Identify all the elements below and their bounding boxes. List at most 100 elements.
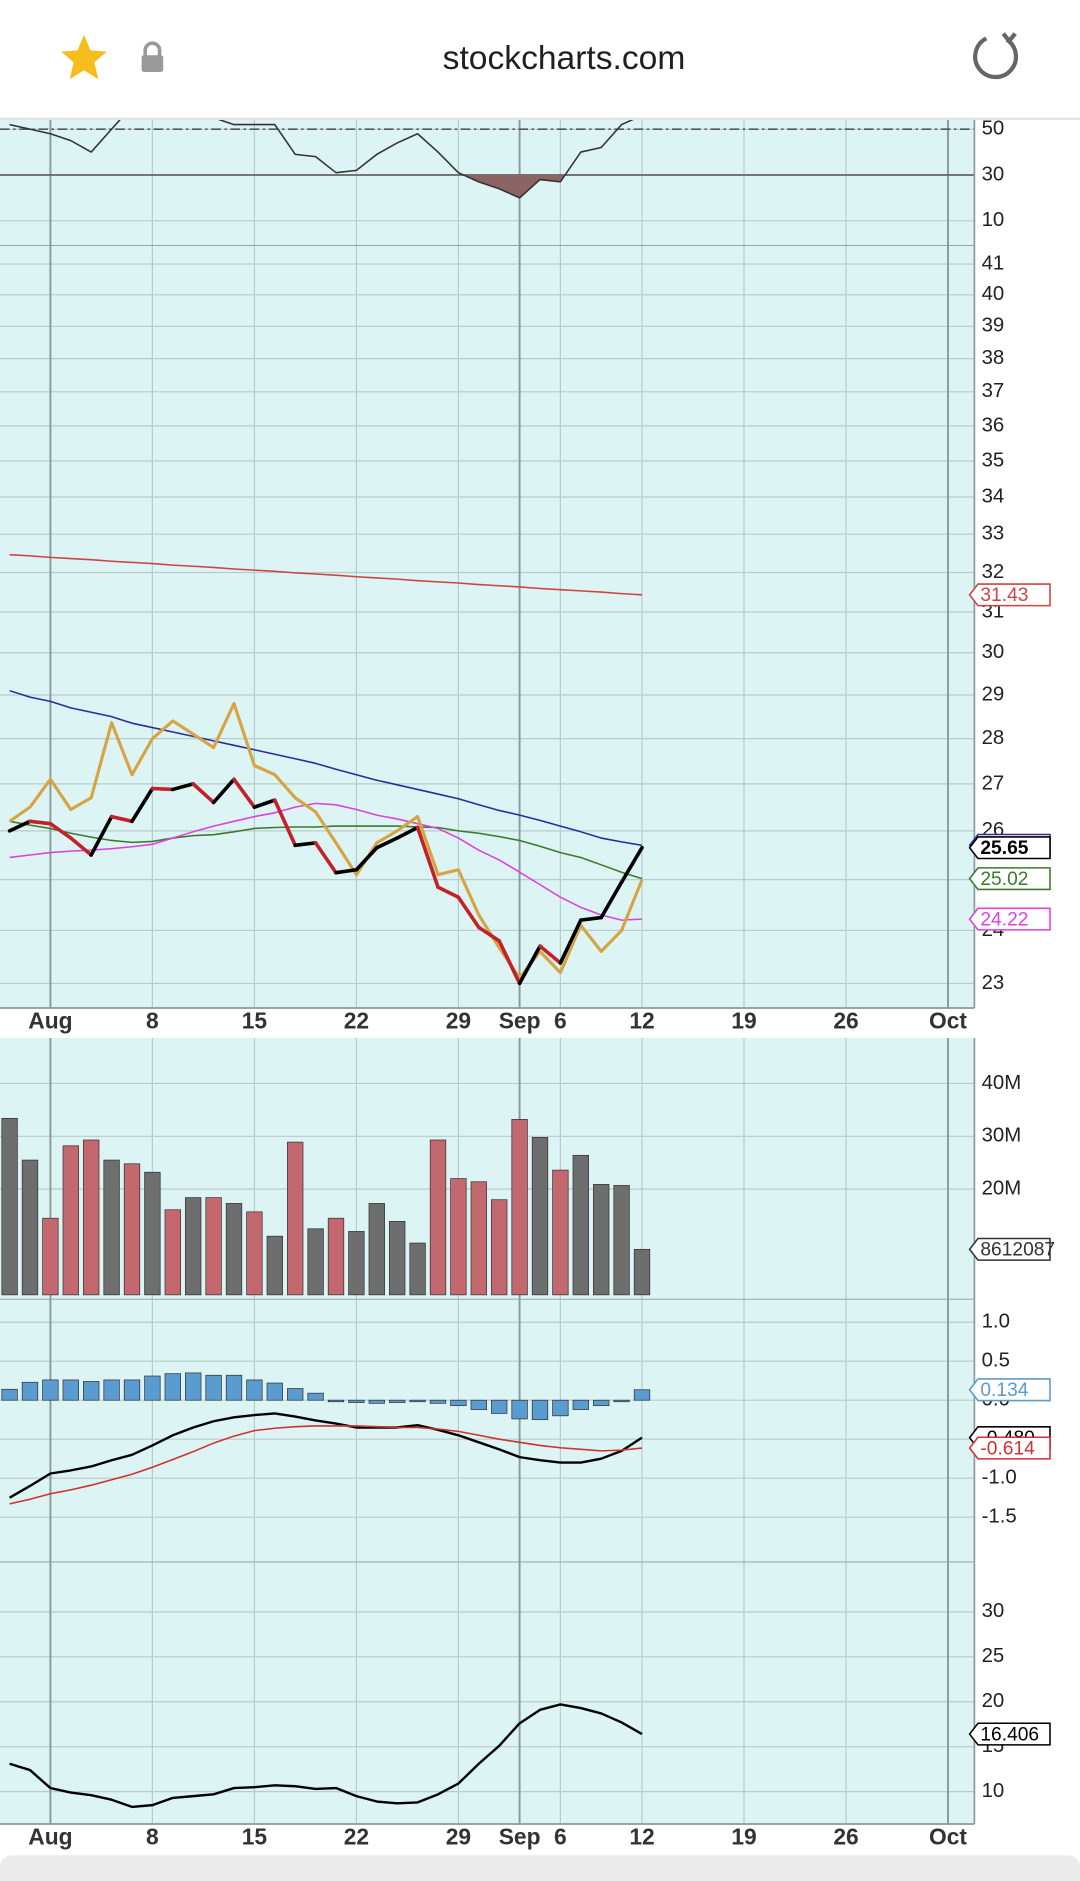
x-tick-label: Sep xyxy=(499,1007,541,1033)
line xyxy=(9,1425,643,1505)
bar xyxy=(429,1139,447,1296)
bar xyxy=(552,1169,569,1296)
price-segment xyxy=(130,786,155,824)
star-icon[interactable] xyxy=(61,34,107,80)
y-tick-label: 20 xyxy=(982,1690,1005,1712)
bar xyxy=(348,1231,365,1296)
x-tick-label: Oct xyxy=(929,1823,967,1849)
bar xyxy=(225,1374,243,1401)
bar xyxy=(511,1399,528,1420)
panel-background xyxy=(0,1299,975,1563)
bar xyxy=(164,1373,181,1401)
price-segment xyxy=(619,845,644,884)
value-tag: 25.65 xyxy=(968,836,1051,860)
bar xyxy=(389,1399,406,1403)
bar xyxy=(409,1399,426,1403)
x-tick-label: 15 xyxy=(242,1823,268,1849)
price-segment xyxy=(293,841,318,848)
price-segment xyxy=(273,798,297,848)
tag-box xyxy=(968,583,1051,607)
y-tick-label: 0.5 xyxy=(982,1350,1010,1372)
x-tick-label: 8 xyxy=(146,1823,159,1849)
y-tick-label: 39 xyxy=(982,315,1005,337)
browser-bar: stockcharts.com xyxy=(0,0,1080,120)
lock-icon xyxy=(141,41,164,72)
panel: 50 30 10 xyxy=(0,118,1005,247)
price-segment xyxy=(313,841,338,875)
bar xyxy=(633,1389,651,1401)
bar xyxy=(633,1248,651,1296)
marks xyxy=(1,1117,651,1296)
bar xyxy=(327,1399,345,1403)
y-tick-label: 37 xyxy=(982,380,1005,402)
value-tag: 24.22 xyxy=(968,907,1051,931)
y-tick-label: 23 xyxy=(982,972,1005,994)
x-tick-label: 19 xyxy=(731,1007,756,1033)
bar xyxy=(531,1136,549,1296)
bar xyxy=(327,1217,345,1296)
y-tick-label: 50 xyxy=(982,118,1005,140)
x-tick-label: 19 xyxy=(731,1823,756,1849)
x-tick-label: 22 xyxy=(344,1823,369,1849)
y-tick-label: 20M xyxy=(982,1178,1022,1200)
price-segment xyxy=(538,944,563,965)
bar xyxy=(368,1399,385,1404)
marks xyxy=(7,553,644,986)
price-segment xyxy=(232,777,257,809)
y-tick-label: -1.5 xyxy=(982,1506,1017,1528)
tag-label: 25.65 xyxy=(980,838,1028,859)
bar xyxy=(593,1399,610,1407)
x-tick-label: 12 xyxy=(629,1007,654,1033)
x-tick-label: 6 xyxy=(554,1007,567,1033)
y-tick-label: 1.0 xyxy=(982,1311,1010,1333)
x-tick-label: 29 xyxy=(446,1823,471,1849)
price-segment xyxy=(334,867,359,875)
y-tick-label: 34 xyxy=(982,485,1005,507)
tag-label: 24.22 xyxy=(980,909,1028,930)
y-tick-label: 30 xyxy=(982,641,1005,663)
y-tick-label: 33 xyxy=(982,523,1005,545)
tag-label: -0.614 xyxy=(980,1438,1035,1459)
bar xyxy=(103,1379,120,1401)
price-segment xyxy=(7,819,32,833)
bar xyxy=(307,1228,324,1296)
bar xyxy=(103,1159,120,1296)
price-segment xyxy=(517,944,542,986)
panel: 20M 30M 40M xyxy=(0,1038,1022,1301)
y-tick-label: 10 xyxy=(982,1780,1005,1802)
panel-background xyxy=(0,1038,975,1300)
y-tick-label: 28 xyxy=(982,727,1005,749)
y-tick-label: 30 xyxy=(982,163,1005,185)
reload-icon[interactable] xyxy=(973,32,1018,80)
bar xyxy=(491,1199,508,1296)
value-tag: 16.406 xyxy=(968,1722,1051,1746)
price-segment xyxy=(497,939,522,986)
bar xyxy=(287,1388,304,1401)
price-segment xyxy=(28,819,53,826)
price-segment xyxy=(476,925,501,943)
panel: 23242526272829303132333435363738394041Au… xyxy=(0,246,1004,1033)
bar xyxy=(287,1141,304,1296)
x-tick-label: 26 xyxy=(833,1007,858,1033)
bar xyxy=(470,1181,487,1296)
y-tick-label: 40M xyxy=(982,1072,1022,1094)
bar xyxy=(511,1119,528,1296)
price-segment xyxy=(436,885,461,900)
bar xyxy=(429,1399,447,1404)
url[interactable]: stockcharts.com xyxy=(443,40,686,77)
value-tag: 25.02 xyxy=(968,867,1051,891)
tag-label: 31.43 xyxy=(980,585,1028,606)
y-tick-label: 35 xyxy=(982,449,1005,471)
marks xyxy=(0,120,975,199)
value-tag: 8612087 xyxy=(968,1237,1055,1261)
x-tick-label: 22 xyxy=(344,1007,369,1033)
bar xyxy=(348,1399,365,1403)
y-tick-label: 29 xyxy=(982,683,1005,705)
bar xyxy=(246,1379,263,1401)
price-segment xyxy=(191,782,216,805)
tag-box xyxy=(968,836,1051,860)
bar xyxy=(409,1242,426,1296)
bar xyxy=(552,1399,569,1417)
price-segment xyxy=(69,836,93,857)
